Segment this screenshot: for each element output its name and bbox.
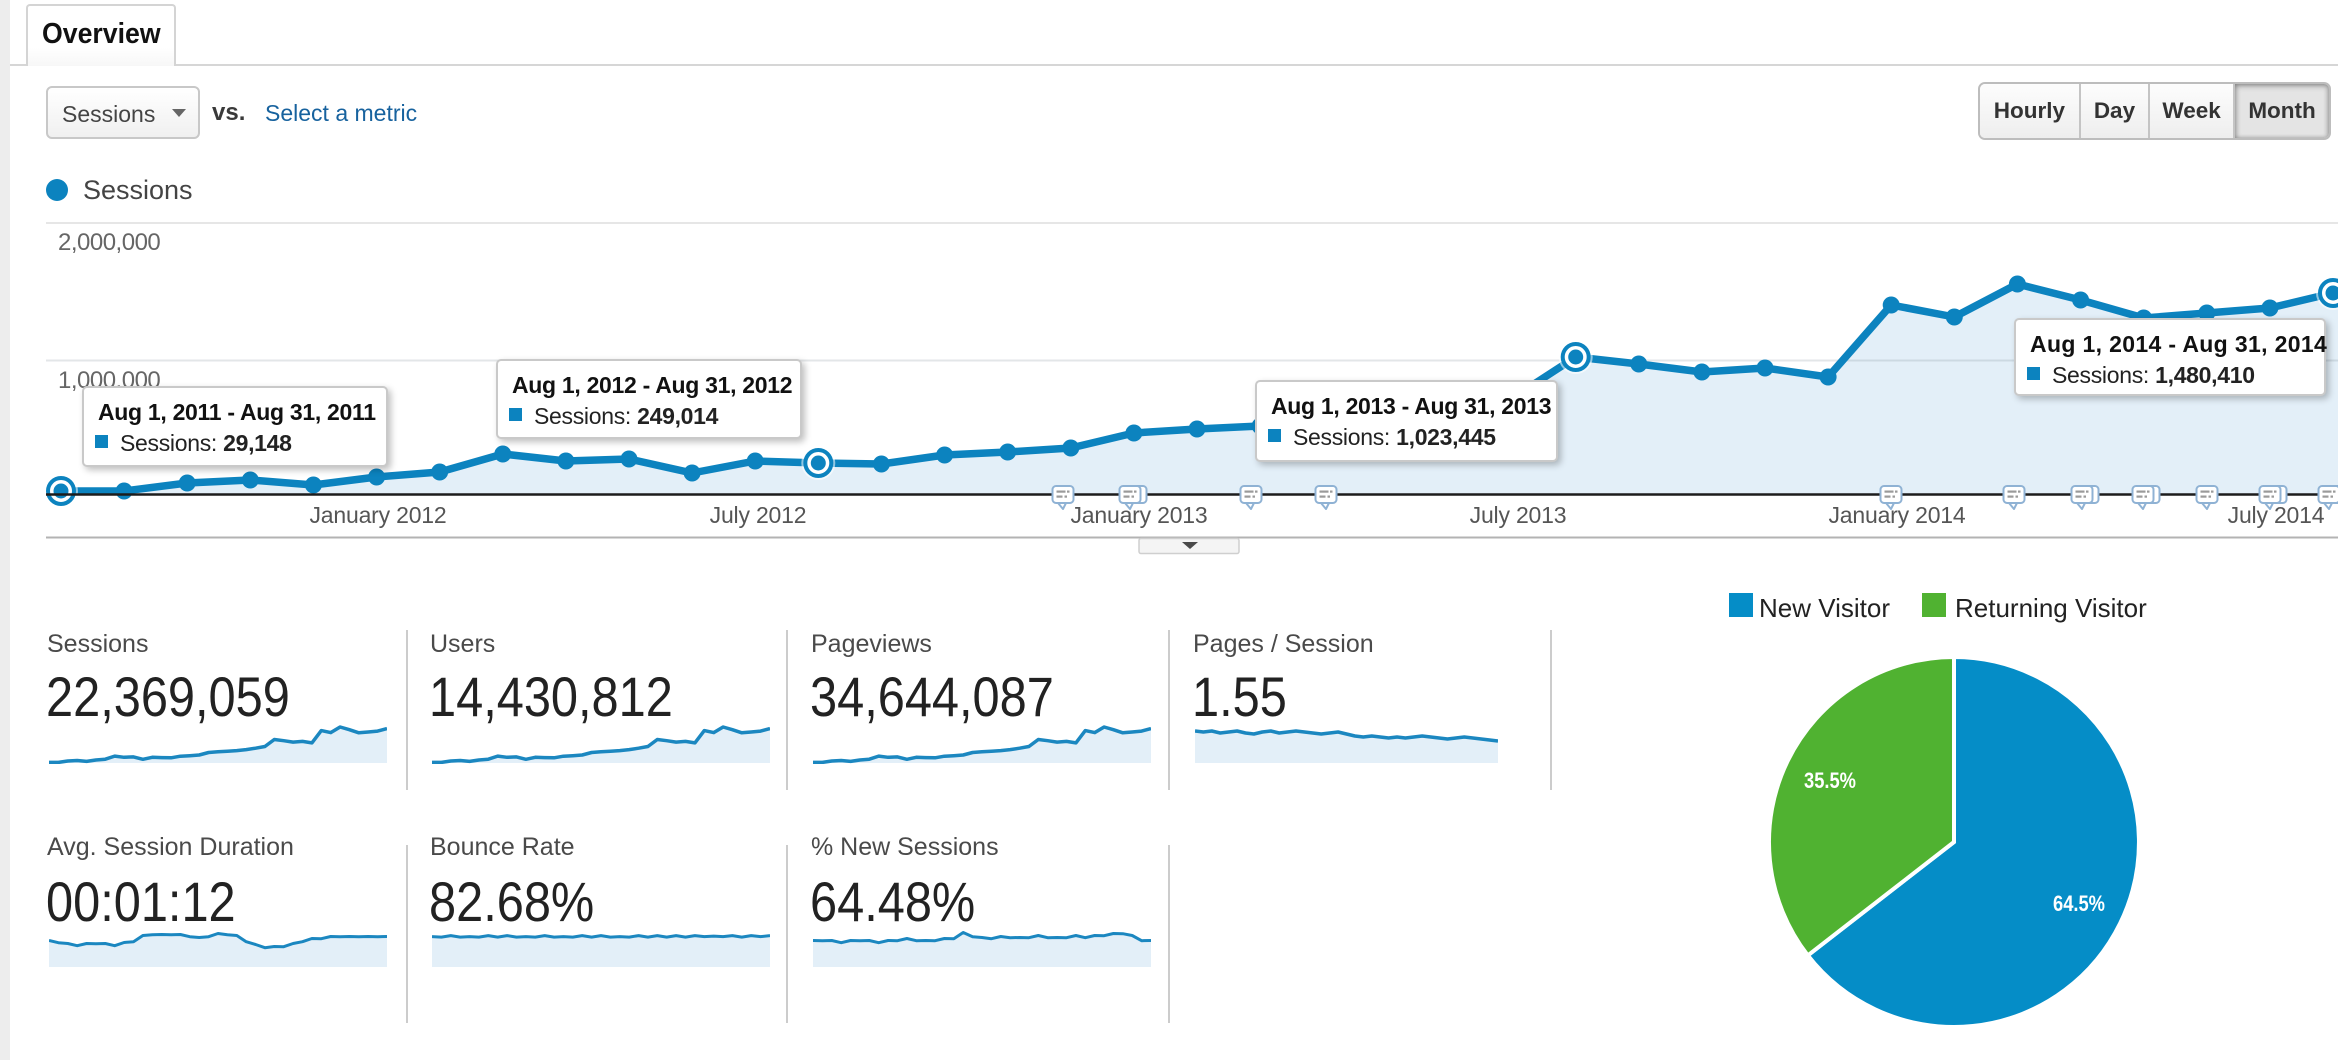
svg-text:2,000,000: 2,000,000 bbox=[58, 229, 160, 256]
svg-text:64.5%: 64.5% bbox=[2053, 891, 2105, 916]
svg-text:January 2014: January 2014 bbox=[1829, 502, 1966, 528]
svg-text:July 2012: July 2012 bbox=[710, 502, 807, 528]
svg-text:January 2013: January 2013 bbox=[1071, 502, 1208, 528]
svg-text:35.5%: 35.5% bbox=[1804, 768, 1856, 793]
svg-text:July 2013: July 2013 bbox=[1470, 502, 1567, 528]
svg-text:January 2012: January 2012 bbox=[310, 502, 447, 528]
svg-text:July 2014: July 2014 bbox=[2228, 502, 2325, 528]
